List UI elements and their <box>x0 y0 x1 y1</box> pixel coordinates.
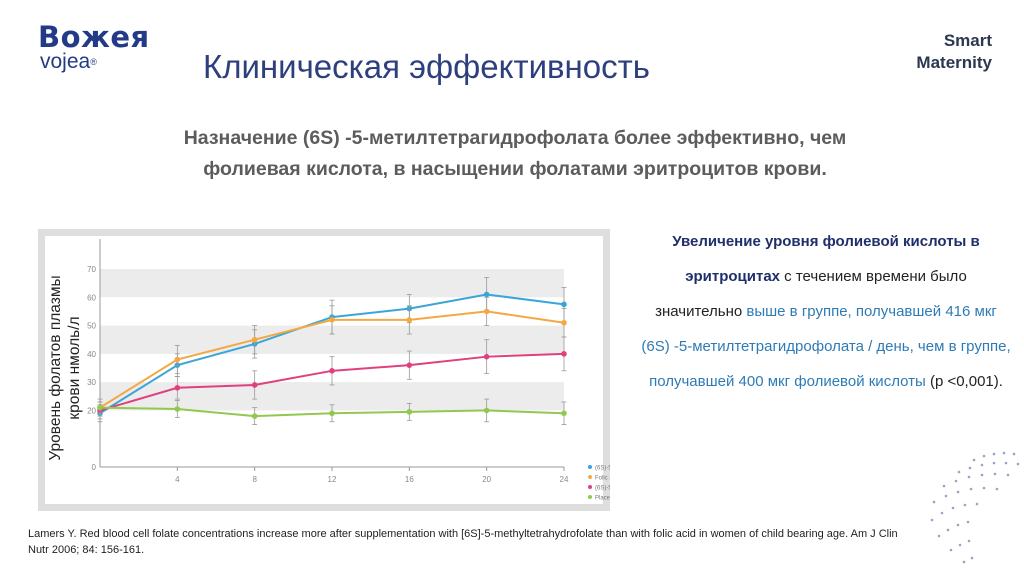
data-point <box>561 410 567 417</box>
data-point <box>251 336 258 343</box>
x-tick-label: 16 <box>405 475 414 484</box>
logo-text-latin: vojea® <box>40 50 150 73</box>
series-4 <box>97 398 567 425</box>
y-tick-label: 20 <box>87 406 96 415</box>
y-axis-label: Уровень фолатов плазмы крови нмоль/л <box>47 275 83 460</box>
series-3 <box>97 336 567 420</box>
legend-marker <box>588 495 592 499</box>
data-point <box>97 404 103 411</box>
data-point <box>561 351 567 357</box>
legend-marker <box>588 465 592 469</box>
x-tick-label: 12 <box>328 475 337 484</box>
legend-label: (6S)-5-methyltetrahydrofolate, 208 μg/da… <box>595 486 610 492</box>
legend-marker <box>588 475 592 479</box>
logo-latin-word: vojea <box>40 50 91 73</box>
data-point <box>174 406 181 412</box>
desc-text-1: с течением времени было значительно <box>655 268 967 320</box>
data-point <box>483 308 490 315</box>
legend-label: (6S)-5-methyltetrahydrofolate, 416 μg/da… <box>595 466 610 472</box>
data-point <box>483 291 490 298</box>
subtitle-line-2: фолиевая кислота, в насыщении фолатами э… <box>203 158 827 180</box>
x-tick-label: 8 <box>252 475 257 484</box>
x-tick-label: 20 <box>482 475 491 484</box>
brand-line-2: Maternity <box>916 53 992 72</box>
logo-registered-mark: ® <box>90 57 97 67</box>
legend-marker <box>588 485 592 489</box>
legend-label: Folic acid, 400 μg/day <box>595 476 610 482</box>
data-point <box>406 409 413 415</box>
y-tick-label: 30 <box>87 378 96 387</box>
y-tick-label: 70 <box>87 265 96 274</box>
data-point <box>483 353 490 360</box>
y-axis-label-line-2: крови нмоль/л <box>66 316 83 419</box>
data-point <box>406 362 413 368</box>
y-axis-label-line-1: Уровень фолатов плазмы <box>47 275 64 460</box>
x-tick-label: 24 <box>560 475 569 484</box>
result-description: Увеличение уровня фолиевой кислоты в эри… <box>640 224 1012 399</box>
data-point <box>174 356 181 363</box>
desc-highlight-folic: фолиевой кислоты <box>790 373 926 390</box>
desc-highlight-increase: Увеличение уровня фолиевой кислоты в эри… <box>672 233 980 285</box>
data-point <box>561 319 567 326</box>
vojea-logo: Вожея vojea® <box>38 22 150 72</box>
data-point <box>251 382 258 388</box>
data-point <box>329 368 335 374</box>
page-title: Клиническая эффективность <box>203 48 650 85</box>
data-point <box>406 317 413 323</box>
data-point <box>483 407 490 414</box>
brand-label: Smart Maternity <box>916 30 992 74</box>
desc-text-3: (p <0,001). <box>925 373 1003 390</box>
desc-highlight-higher: выше в группе, получавшей <box>746 303 942 320</box>
data-point <box>329 410 335 417</box>
decorative-dot-wave <box>930 451 1020 564</box>
data-point <box>251 413 258 419</box>
x-tick-label: 4 <box>175 475 180 484</box>
folate-line-chart: 0 20 30 40 50 60 70 4 8 12 16 20 24 Уровень фолатов п… <box>47 239 610 502</box>
data-point <box>174 385 181 391</box>
y-tick-label: 50 <box>87 322 96 331</box>
y-tick-label: 0 <box>92 463 97 472</box>
brand-line-1: Smart <box>943 31 992 50</box>
logo-text-cyrillic: Вожея <box>38 20 150 54</box>
slide-subtitle: Назначение (6S) -5-метилтетрагидрофолата… <box>100 123 930 185</box>
citation: Lamers Y. Red blood cell folate concentr… <box>28 528 898 556</box>
subtitle-line-1: Назначение (6S) -5-метилтетрагидрофолата… <box>183 127 847 149</box>
grid-band <box>100 269 564 298</box>
data-point <box>561 301 567 308</box>
data-point <box>329 317 335 323</box>
desc-text-2: 416 мкг (6S) -5-метилтетрагидрофолата / … <box>641 303 1011 390</box>
legend-label: Placebo <box>595 496 610 502</box>
y-tick-label: 60 <box>87 293 96 302</box>
y-tick-label: 40 <box>87 350 96 359</box>
